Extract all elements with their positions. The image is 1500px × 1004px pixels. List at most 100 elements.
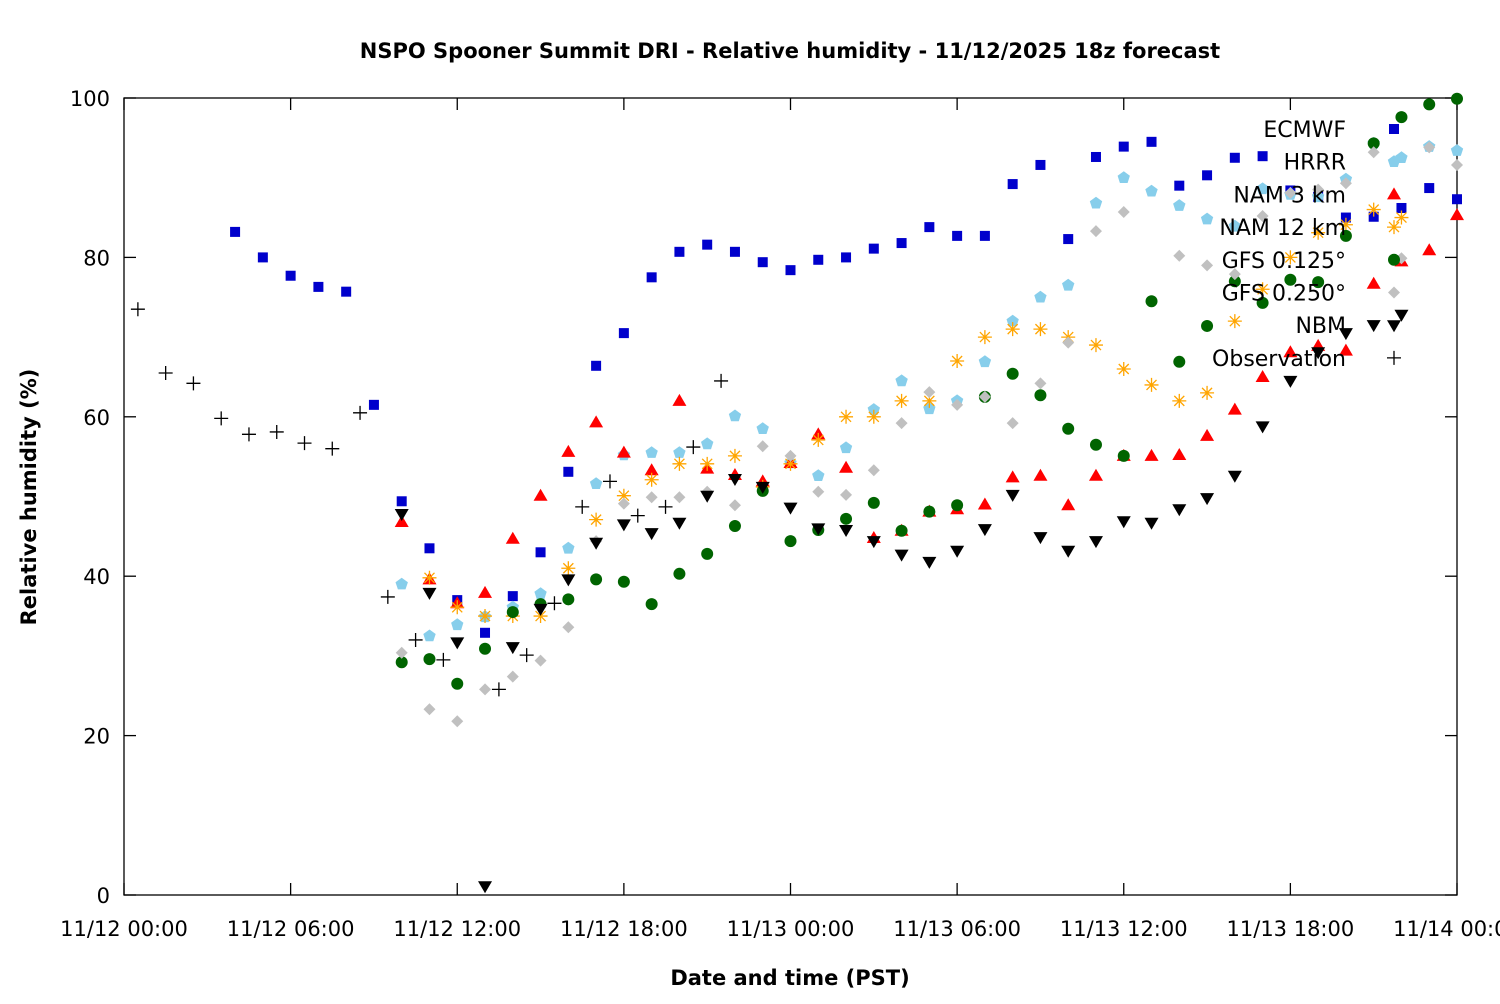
- data-point-nbm: [1005, 489, 1020, 502]
- data-point-nam-3-km: [977, 497, 992, 510]
- data-point-gfs-0-250: [923, 386, 936, 399]
- data-point-ecmwf: [979, 230, 990, 241]
- data-point-gfs-0-250: [1117, 205, 1130, 218]
- data-point-nbm: [478, 881, 493, 894]
- y-tick-label: 20: [83, 725, 110, 749]
- data-point-gfs-0-125: [1173, 355, 1186, 368]
- data-point-gfs-0-250: [423, 703, 436, 716]
- data-point-nam-3-km: [1227, 402, 1242, 415]
- data-point-ecmwf: [285, 270, 296, 281]
- data-point-observation: [158, 365, 173, 380]
- data-point-nam-3-km: [1144, 448, 1159, 461]
- data-point-ecmwf: [1368, 211, 1379, 222]
- data-point-gfs-0-250: [812, 485, 825, 498]
- data-point-gfs-0-250: [1089, 225, 1102, 238]
- data-point-gfs-0-250: [1062, 336, 1075, 349]
- data-point-gfs-0-125: [645, 598, 658, 611]
- data-point-gfs-0-125: [784, 535, 797, 548]
- data-point-nam-12-km: [478, 609, 493, 624]
- data-point-hrrr: [589, 477, 603, 489]
- y-tick-label: 40: [83, 565, 110, 589]
- data-point-gfs-0-125: [840, 512, 853, 525]
- data-point-ecmwf: [368, 399, 379, 410]
- data-point-nam-12-km: [1227, 314, 1242, 329]
- data-point-observation: [436, 652, 451, 667]
- data-point-nam-3-km: [1061, 498, 1076, 511]
- data-point-gfs-0-250: [562, 621, 575, 634]
- data-point-nbm: [422, 587, 437, 600]
- data-point-gfs-0-125: [590, 573, 603, 586]
- data-point-nam-3-km: [1422, 243, 1437, 256]
- data-point-gfs-0-125: [867, 496, 880, 509]
- data-point-gfs-0-125: [1117, 449, 1130, 462]
- data-point-gfs-0-125: [923, 505, 936, 518]
- data-point-gfs-0-125: [451, 677, 464, 690]
- data-point-observation: [241, 427, 256, 442]
- data-point-gfs-0-250: [756, 440, 769, 453]
- data-point-observation: [130, 302, 145, 317]
- series-nam-3-km: [394, 208, 1464, 609]
- data-point-ecmwf: [591, 360, 602, 371]
- data-point-ecmwf: [813, 254, 824, 265]
- data-point-hrrr: [673, 446, 686, 458]
- series-ecmwf: [230, 136, 1462, 638]
- data-point-ecmwf: [924, 222, 935, 233]
- legend-label-ecmwf: ECMWF: [1263, 118, 1346, 143]
- data-point-nam-12-km: [1338, 217, 1353, 232]
- data-point-nam-12-km: [950, 354, 965, 369]
- data-point-nbm: [755, 481, 770, 494]
- x-tick-label: 11/13 06:00: [893, 917, 1021, 941]
- data-point-nbm: [700, 490, 715, 503]
- data-point-nbm: [589, 537, 604, 550]
- data-point-nbm: [1061, 545, 1076, 558]
- data-point-gfs-0-250: [673, 491, 686, 504]
- data-point-nam-12-km: [644, 472, 659, 487]
- data-point-observation: [575, 499, 590, 514]
- data-point-ecmwf: [1340, 212, 1351, 223]
- data-point-nbm: [1283, 375, 1298, 388]
- y-tick-label: 100: [70, 87, 110, 111]
- data-point-hrrr: [1256, 182, 1269, 195]
- legend-marker-nbm: [1387, 320, 1401, 333]
- data-point-ecmwf: [785, 265, 796, 276]
- data-point-nbm: [1088, 536, 1103, 549]
- data-point-nbm: [1311, 347, 1326, 360]
- data-point-nam-3-km: [1005, 470, 1020, 483]
- series-nbm: [394, 309, 1409, 894]
- data-point-nam-3-km: [533, 488, 548, 501]
- data-point-nam-3-km: [1450, 208, 1464, 221]
- legend-label-nam-3-km: NAM 3 km: [1233, 183, 1346, 208]
- data-point-nam-12-km: [672, 456, 687, 471]
- data-point-nam-12-km: [1311, 225, 1326, 240]
- data-point-gfs-0-125: [479, 642, 492, 655]
- data-point-gfs-0-250: [1034, 377, 1047, 390]
- legend-label-gfs-0-125: GFS 0.125°: [1222, 249, 1346, 274]
- data-point-hrrr: [423, 629, 436, 642]
- data-point-gfs-0-125: [1339, 229, 1352, 242]
- legend-marker-gfs-0-125: [1388, 253, 1400, 266]
- data-point-nam-3-km: [839, 460, 854, 473]
- data-point-observation: [491, 682, 506, 697]
- x-tick-label: 11/12 12:00: [393, 917, 521, 941]
- legend-marker-gfs-0-250: [1388, 286, 1400, 299]
- data-point-nam-12-km: [1366, 202, 1381, 217]
- data-point-nbm: [394, 509, 409, 522]
- data-point-ecmwf: [1035, 159, 1046, 170]
- data-point-nam-12-km: [783, 456, 798, 471]
- data-point-gfs-0-125: [423, 653, 436, 666]
- legend-marker-ecmwf: [1389, 124, 1399, 134]
- data-point-nam-3-km: [1088, 468, 1103, 481]
- data-point-nam-12-km: [1283, 250, 1298, 265]
- data-point-gfs-0-250: [1228, 268, 1241, 281]
- data-point-nbm: [839, 524, 854, 537]
- data-point-nbm: [1200, 493, 1215, 506]
- data-point-gfs-0-125: [1395, 111, 1408, 124]
- data-point-nam-3-km: [1338, 343, 1353, 356]
- data-point-nam-12-km: [1394, 210, 1409, 225]
- data-point-nbm: [922, 556, 937, 569]
- data-point-gfs-0-125: [617, 575, 630, 588]
- data-point-gfs-0-125: [1367, 137, 1380, 150]
- data-point-nam-3-km: [616, 445, 631, 458]
- data-point-ecmwf: [1063, 234, 1074, 245]
- data-point-ecmwf: [1229, 152, 1240, 163]
